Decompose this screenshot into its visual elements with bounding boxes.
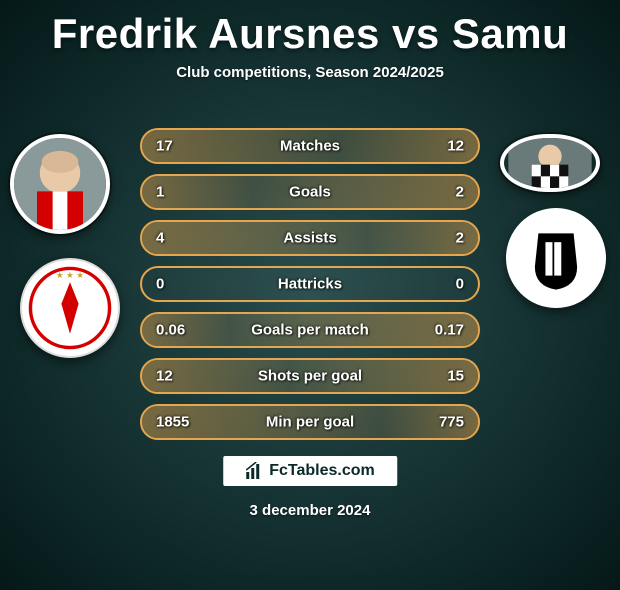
- stat-row: 1855775Min per goal: [140, 404, 480, 440]
- stat-label: Assists: [142, 230, 478, 247]
- stat-row: 12Goals: [140, 174, 480, 210]
- stat-label: Hattricks: [142, 276, 478, 293]
- footer-brand-text: FcTables.com: [269, 462, 375, 480]
- chart-icon: [245, 462, 263, 480]
- stat-row: 42Assists: [140, 220, 480, 256]
- player-right-club-badge: [506, 208, 606, 308]
- stat-row: 0.060.17Goals per match: [140, 312, 480, 348]
- stat-label: Min per goal: [142, 414, 478, 431]
- page-subtitle: Club competitions, Season 2024/2025: [0, 64, 620, 81]
- date-text: 3 december 2024: [0, 502, 620, 519]
- stat-row: 1712Matches: [140, 128, 480, 164]
- svg-text:★ ★ ★: ★ ★ ★: [56, 270, 84, 280]
- player-right-avatar: [500, 134, 600, 192]
- stat-label: Matches: [142, 138, 478, 155]
- page-title: Fredrik Aursnes vs Samu: [0, 10, 620, 58]
- stats-container: 1712Matches 12Goals 42Assists 00Hattricks 0.…: [140, 128, 480, 450]
- stat-label: Shots per goal: [142, 368, 478, 385]
- stat-row: 00Hattricks: [140, 266, 480, 302]
- player-left-club-badge: ★ ★ ★: [20, 258, 120, 358]
- footer-brand-badge: FcTables.com: [223, 456, 397, 486]
- stat-row: 1215Shots per goal: [140, 358, 480, 394]
- player-left-avatar: [10, 134, 110, 234]
- stat-label: Goals per match: [142, 322, 478, 339]
- stat-label: Goals: [142, 184, 478, 201]
